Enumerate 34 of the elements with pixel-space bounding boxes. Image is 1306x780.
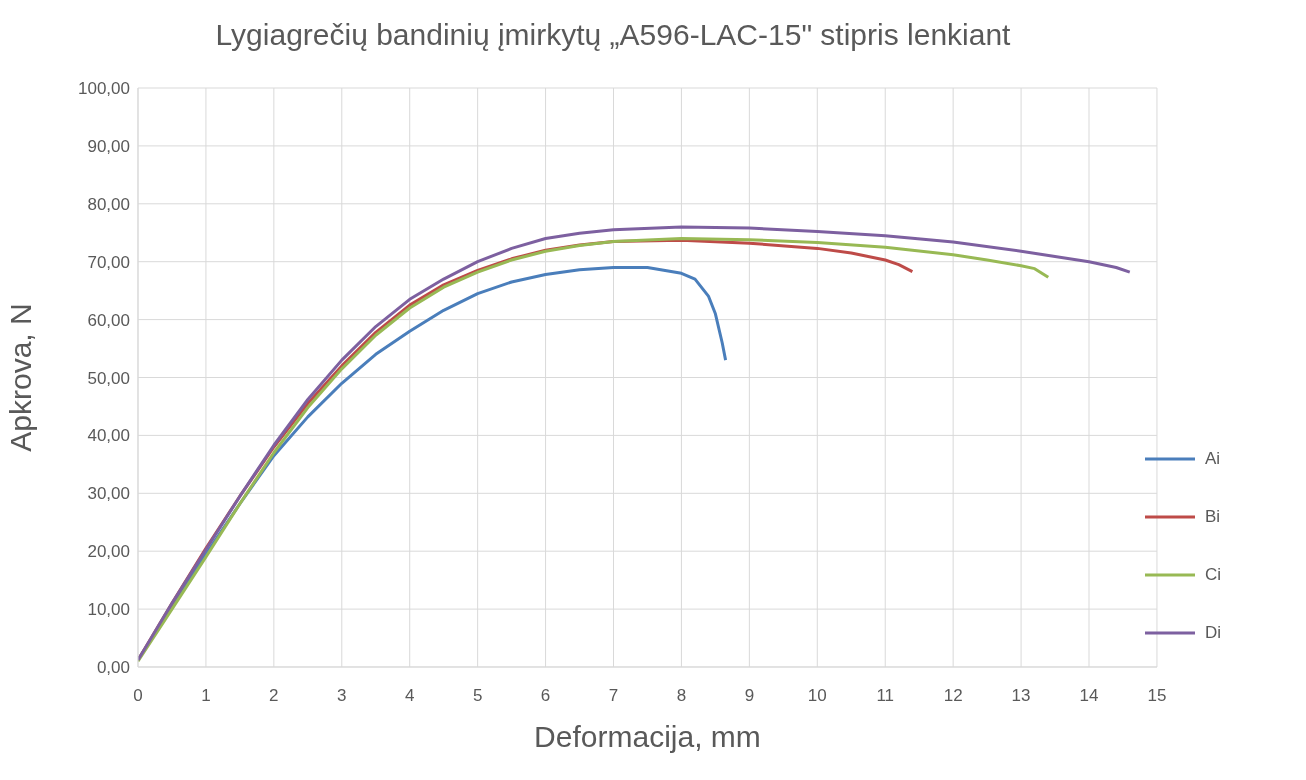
y-tick-label: 70,00: [87, 252, 130, 272]
x-tick-label: 0: [133, 686, 143, 706]
y-tick-label: 60,00: [87, 310, 130, 330]
y-tick-label: 80,00: [87, 194, 130, 214]
y-tick-label: 10,00: [87, 600, 130, 620]
y-tick-label: 20,00: [87, 542, 130, 562]
legend-label: Di: [1204, 623, 1221, 643]
x-tick-label: 10: [807, 686, 827, 706]
x-tick-label: 13: [1011, 686, 1031, 706]
x-tick-label: 4: [404, 686, 415, 706]
x-tick-label: 11: [876, 686, 895, 706]
x-tick-label: 1: [201, 686, 211, 706]
legend-label: Ai: [1204, 449, 1221, 469]
y-tick-label: 100,00: [78, 79, 130, 99]
y-tick-label: 50,00: [87, 368, 130, 388]
x-tick-label: 5: [472, 686, 483, 706]
x-tick-label: 12: [943, 686, 963, 706]
x-tick-label: 14: [1079, 686, 1099, 706]
x-tick-label: 9: [744, 686, 755, 706]
y-axis-title: Apkrova, N: [3, 303, 37, 452]
x-tick-label: 7: [608, 686, 619, 706]
y-tick-label: 0,00: [96, 658, 130, 678]
x-tick-label: 2: [269, 686, 279, 706]
y-tick-label: 30,00: [87, 484, 130, 504]
legend-label: Bi: [1204, 507, 1221, 527]
x-tick-label: 6: [540, 686, 551, 706]
y-tick-label: 40,00: [87, 426, 130, 446]
x-axis-title: Deformacija, mm: [534, 720, 761, 753]
chart-title: Lygiagrečių bandinių įmirkytų „A596-LAC-15" stipris lenkiant: [214, 18, 1012, 52]
y-tick-label: 90,00: [87, 136, 130, 156]
legend-label: Ci: [1204, 565, 1221, 585]
x-tick-label: 15: [1147, 686, 1167, 706]
x-tick-label: 3: [337, 686, 347, 706]
x-tick-label: 8: [676, 686, 687, 706]
